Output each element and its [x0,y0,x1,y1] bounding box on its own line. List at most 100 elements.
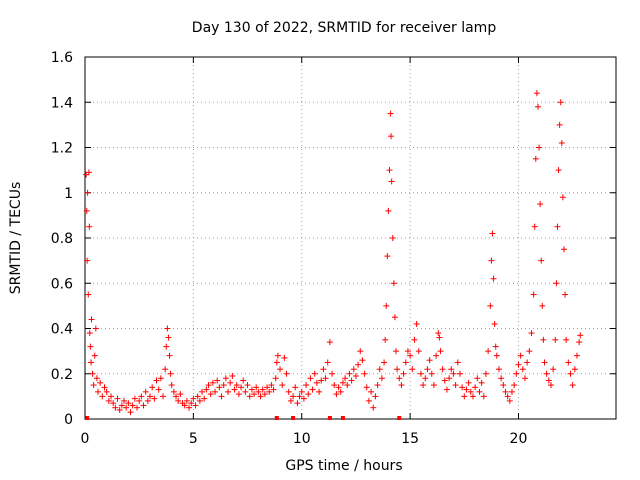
data-point [138,393,145,400]
data-point [238,384,245,391]
data-point [170,388,177,395]
data-point [89,370,96,377]
data-point [86,330,93,337]
y-axis-label: SRMTID / TECUs [8,182,24,295]
data-point [400,370,407,377]
data-point [550,366,557,373]
data-point [428,370,435,377]
data-point [305,391,312,398]
data-point [554,223,561,230]
data-point [490,275,497,282]
x-tick-label: 10 [293,431,311,447]
data-point [246,393,253,400]
data-point [420,382,427,389]
data-point [266,388,273,395]
data-point [495,366,502,373]
data-point [86,223,93,230]
data-point [311,370,318,377]
data-point [272,375,279,382]
data-point [391,314,398,321]
data-point [491,320,498,327]
data-point [488,257,495,264]
data-point [519,366,526,373]
data-point [92,325,99,332]
data-point [573,352,580,359]
data-point [500,382,507,389]
data-point [339,379,346,386]
data-point [160,393,167,400]
data-point [253,384,260,391]
data-point [214,377,221,384]
data-point [273,359,280,366]
data-point [384,253,391,260]
data-point [393,348,400,355]
data-point [144,397,151,404]
data-point [363,384,370,391]
data-point [309,386,316,393]
data-point [142,388,149,395]
data-point [534,103,541,110]
data-point [557,99,564,106]
data-point [533,90,540,97]
data-point [433,352,440,359]
data-point [443,386,450,393]
data-point [424,366,431,373]
data-point [296,393,303,400]
data-point [388,178,395,185]
data-point [240,377,247,384]
data-point [541,359,548,366]
data-point [88,359,95,366]
data-point [134,404,141,411]
data-point [565,359,572,366]
data-point [382,336,389,343]
data-point [255,388,262,395]
data-point [553,280,560,287]
data-point [404,348,411,355]
data-point [526,348,533,355]
data-point [203,386,210,393]
data-point [125,400,132,407]
data-point [359,357,366,364]
data-point [398,382,405,389]
data-point [168,382,175,389]
data-point [388,133,395,140]
data-point [465,379,472,386]
data-point [121,397,128,404]
data-point [536,144,543,151]
data-point [147,393,154,400]
data-point [537,201,544,208]
data-point [368,388,375,395]
data-point [532,155,539,162]
data-point [437,348,444,355]
data-point [476,388,483,395]
data-point [528,330,535,337]
data-point [378,375,385,382]
data-point [123,404,130,411]
data-point [155,386,162,393]
data-point [101,384,108,391]
data-point [446,375,453,382]
data-point [450,370,457,377]
data-point [85,291,92,298]
data-point [112,404,119,411]
data-point [114,395,121,402]
data-point [235,391,242,398]
data-point [129,402,136,409]
data-point [461,393,468,400]
data-point [251,391,258,398]
data-point [233,382,240,389]
data-point [456,370,463,377]
data-point [307,375,314,382]
y-tick-label: 0.8 [51,231,73,247]
data-point [530,291,537,298]
data-point [559,194,566,201]
data-point [504,393,511,400]
data-point [105,397,112,404]
data-point [110,400,117,407]
y-tick-label: 1.6 [51,50,73,66]
chart-title: Day 130 of 2022, SRMTID for receiver lam… [192,20,497,36]
data-point [281,354,288,361]
data-point [90,382,97,389]
data-point [502,388,509,395]
